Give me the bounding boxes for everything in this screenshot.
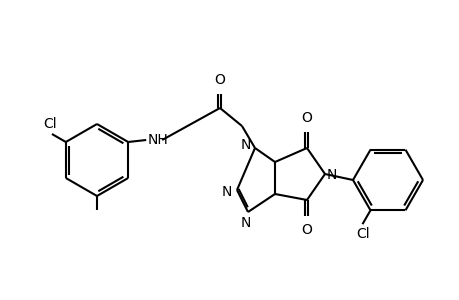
Text: Cl: Cl — [43, 117, 56, 131]
Text: O: O — [214, 73, 225, 87]
Text: N: N — [221, 185, 231, 199]
Text: O: O — [301, 111, 312, 125]
Text: N: N — [241, 216, 251, 230]
Text: Cl: Cl — [356, 227, 369, 241]
Text: N: N — [240, 138, 251, 152]
Text: NH: NH — [147, 133, 168, 147]
Text: O: O — [301, 223, 312, 237]
Text: N: N — [326, 168, 336, 182]
